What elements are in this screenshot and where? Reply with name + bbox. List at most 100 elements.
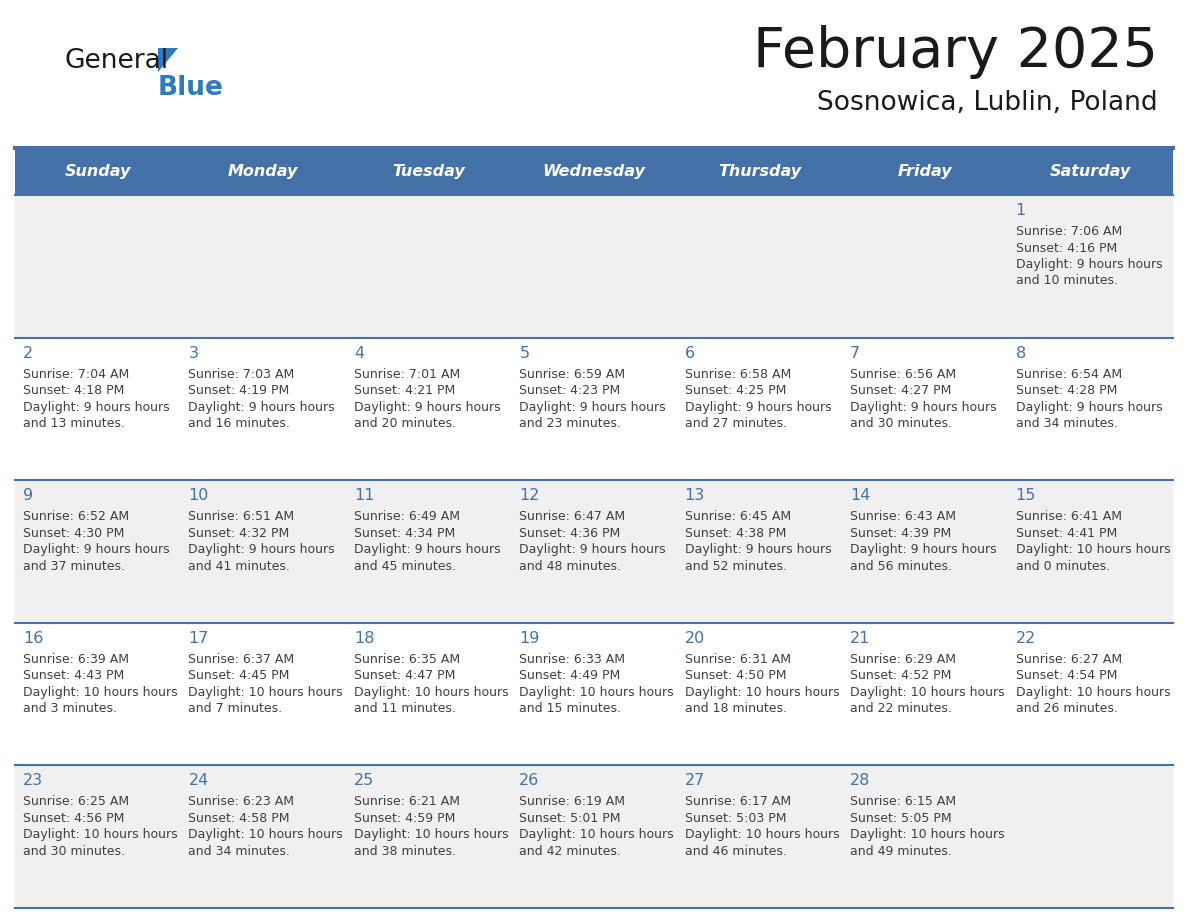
Bar (511, 480, 677, 622)
Bar (842, 622, 1007, 766)
Text: Sunrise: 6:31 AM
Sunset: 4:50 PM
Daylight: 10 hours hours
and 18 minutes.: Sunrise: 6:31 AM Sunset: 4:50 PM Dayligh… (684, 653, 840, 715)
Bar (15, 480, 181, 622)
Text: Sunrise: 6:45 AM
Sunset: 4:38 PM
Daylight: 9 hours hours
and 52 minutes.: Sunrise: 6:45 AM Sunset: 4:38 PM Dayligh… (684, 510, 832, 573)
Bar (346, 480, 511, 622)
Text: February 2025: February 2025 (753, 25, 1158, 79)
Bar (842, 338, 1007, 480)
Text: Sosnowica, Lublin, Poland: Sosnowica, Lublin, Poland (817, 90, 1158, 116)
Text: Blue: Blue (158, 75, 223, 101)
Text: 20: 20 (684, 631, 704, 645)
Bar (1007, 338, 1173, 480)
Bar (511, 338, 677, 480)
Bar (842, 195, 1007, 338)
Bar (346, 766, 511, 908)
Text: Sunrise: 6:33 AM
Sunset: 4:49 PM
Daylight: 10 hours hours
and 15 minutes.: Sunrise: 6:33 AM Sunset: 4:49 PM Dayligh… (519, 653, 674, 715)
Text: 6: 6 (684, 345, 695, 361)
Bar (511, 622, 677, 766)
Bar (181, 338, 346, 480)
Text: Sunrise: 6:56 AM
Sunset: 4:27 PM
Daylight: 9 hours hours
and 30 minutes.: Sunrise: 6:56 AM Sunset: 4:27 PM Dayligh… (851, 367, 997, 431)
Text: Sunrise: 6:19 AM
Sunset: 5:01 PM
Daylight: 10 hours hours
and 42 minutes.: Sunrise: 6:19 AM Sunset: 5:01 PM Dayligh… (519, 795, 674, 858)
Bar (1007, 480, 1173, 622)
Text: Sunrise: 6:15 AM
Sunset: 5:05 PM
Daylight: 10 hours hours
and 49 minutes.: Sunrise: 6:15 AM Sunset: 5:05 PM Dayligh… (851, 795, 1005, 858)
Text: 14: 14 (851, 488, 871, 503)
Polygon shape (158, 48, 178, 72)
Text: Saturday: Saturday (1050, 164, 1131, 179)
Bar (346, 622, 511, 766)
Text: Sunrise: 7:03 AM
Sunset: 4:19 PM
Daylight: 9 hours hours
and 16 minutes.: Sunrise: 7:03 AM Sunset: 4:19 PM Dayligh… (189, 367, 335, 431)
Text: Sunrise: 7:06 AM
Sunset: 4:16 PM
Daylight: 9 hours hours
and 10 minutes.: Sunrise: 7:06 AM Sunset: 4:16 PM Dayligh… (1016, 225, 1162, 287)
Text: 3: 3 (189, 345, 198, 361)
Text: 9: 9 (23, 488, 33, 503)
Text: 27: 27 (684, 773, 704, 789)
Bar (181, 195, 346, 338)
Text: Sunrise: 6:23 AM
Sunset: 4:58 PM
Daylight: 10 hours hours
and 34 minutes.: Sunrise: 6:23 AM Sunset: 4:58 PM Dayligh… (189, 795, 343, 858)
Text: 23: 23 (23, 773, 43, 789)
Text: 7: 7 (851, 345, 860, 361)
Bar (15, 622, 181, 766)
Text: 15: 15 (1016, 488, 1036, 503)
Bar (511, 766, 677, 908)
Bar (15, 766, 181, 908)
Bar (15, 195, 181, 338)
Bar (677, 766, 842, 908)
Text: Thursday: Thursday (718, 164, 801, 179)
Bar (1007, 148, 1173, 195)
Bar (677, 480, 842, 622)
Text: General: General (65, 48, 169, 74)
Text: Sunrise: 6:35 AM
Sunset: 4:47 PM
Daylight: 10 hours hours
and 11 minutes.: Sunrise: 6:35 AM Sunset: 4:47 PM Dayligh… (354, 653, 508, 715)
Text: Sunrise: 6:37 AM
Sunset: 4:45 PM
Daylight: 10 hours hours
and 7 minutes.: Sunrise: 6:37 AM Sunset: 4:45 PM Dayligh… (189, 653, 343, 715)
Bar (1007, 195, 1173, 338)
Text: Sunrise: 6:51 AM
Sunset: 4:32 PM
Daylight: 9 hours hours
and 41 minutes.: Sunrise: 6:51 AM Sunset: 4:32 PM Dayligh… (189, 510, 335, 573)
Text: Sunrise: 6:47 AM
Sunset: 4:36 PM
Daylight: 9 hours hours
and 48 minutes.: Sunrise: 6:47 AM Sunset: 4:36 PM Dayligh… (519, 510, 666, 573)
Text: 21: 21 (851, 631, 871, 645)
Text: Sunrise: 6:52 AM
Sunset: 4:30 PM
Daylight: 9 hours hours
and 37 minutes.: Sunrise: 6:52 AM Sunset: 4:30 PM Dayligh… (23, 510, 170, 573)
Text: Sunrise: 6:58 AM
Sunset: 4:25 PM
Daylight: 9 hours hours
and 27 minutes.: Sunrise: 6:58 AM Sunset: 4:25 PM Dayligh… (684, 367, 832, 431)
Text: Friday: Friday (898, 164, 952, 179)
Text: Tuesday: Tuesday (392, 164, 465, 179)
Text: Sunrise: 6:41 AM
Sunset: 4:41 PM
Daylight: 10 hours hours
and 0 minutes.: Sunrise: 6:41 AM Sunset: 4:41 PM Dayligh… (1016, 510, 1170, 573)
Bar (677, 622, 842, 766)
Text: Sunrise: 6:21 AM
Sunset: 4:59 PM
Daylight: 10 hours hours
and 38 minutes.: Sunrise: 6:21 AM Sunset: 4:59 PM Dayligh… (354, 795, 508, 858)
Text: Sunrise: 7:04 AM
Sunset: 4:18 PM
Daylight: 9 hours hours
and 13 minutes.: Sunrise: 7:04 AM Sunset: 4:18 PM Dayligh… (23, 367, 170, 431)
Bar (1007, 766, 1173, 908)
Text: Monday: Monday (228, 164, 298, 179)
Text: 28: 28 (851, 773, 871, 789)
Bar (181, 148, 346, 195)
Bar (511, 148, 677, 195)
Bar (15, 148, 181, 195)
Bar (842, 480, 1007, 622)
Bar (346, 148, 511, 195)
Text: Sunrise: 6:59 AM
Sunset: 4:23 PM
Daylight: 9 hours hours
and 23 minutes.: Sunrise: 6:59 AM Sunset: 4:23 PM Dayligh… (519, 367, 666, 431)
Bar (181, 480, 346, 622)
Text: Sunrise: 6:29 AM
Sunset: 4:52 PM
Daylight: 10 hours hours
and 22 minutes.: Sunrise: 6:29 AM Sunset: 4:52 PM Dayligh… (851, 653, 1005, 715)
Text: 19: 19 (519, 631, 539, 645)
Text: 5: 5 (519, 345, 530, 361)
Bar (842, 766, 1007, 908)
Bar (346, 338, 511, 480)
Text: Sunrise: 6:54 AM
Sunset: 4:28 PM
Daylight: 9 hours hours
and 34 minutes.: Sunrise: 6:54 AM Sunset: 4:28 PM Dayligh… (1016, 367, 1162, 431)
Bar (181, 766, 346, 908)
Bar (511, 195, 677, 338)
Bar (842, 148, 1007, 195)
Text: 8: 8 (1016, 345, 1025, 361)
Bar (15, 338, 181, 480)
Text: Sunrise: 6:27 AM
Sunset: 4:54 PM
Daylight: 10 hours hours
and 26 minutes.: Sunrise: 6:27 AM Sunset: 4:54 PM Dayligh… (1016, 653, 1170, 715)
Text: 12: 12 (519, 488, 539, 503)
Text: 24: 24 (189, 773, 209, 789)
Text: Sunrise: 7:01 AM
Sunset: 4:21 PM
Daylight: 9 hours hours
and 20 minutes.: Sunrise: 7:01 AM Sunset: 4:21 PM Dayligh… (354, 367, 500, 431)
Text: Wednesday: Wednesday (543, 164, 645, 179)
Text: 11: 11 (354, 488, 374, 503)
Text: Sunrise: 6:43 AM
Sunset: 4:39 PM
Daylight: 9 hours hours
and 56 minutes.: Sunrise: 6:43 AM Sunset: 4:39 PM Dayligh… (851, 510, 997, 573)
Text: Sunrise: 6:49 AM
Sunset: 4:34 PM
Daylight: 9 hours hours
and 45 minutes.: Sunrise: 6:49 AM Sunset: 4:34 PM Dayligh… (354, 510, 500, 573)
Bar (181, 622, 346, 766)
Bar (1007, 622, 1173, 766)
Text: 22: 22 (1016, 631, 1036, 645)
Bar (677, 195, 842, 338)
Text: Sunrise: 6:39 AM
Sunset: 4:43 PM
Daylight: 10 hours hours
and 3 minutes.: Sunrise: 6:39 AM Sunset: 4:43 PM Dayligh… (23, 653, 178, 715)
Text: 17: 17 (189, 631, 209, 645)
Text: 1: 1 (1016, 203, 1025, 218)
Text: 10: 10 (189, 488, 209, 503)
Text: 26: 26 (519, 773, 539, 789)
Text: Sunrise: 6:25 AM
Sunset: 4:56 PM
Daylight: 10 hours hours
and 30 minutes.: Sunrise: 6:25 AM Sunset: 4:56 PM Dayligh… (23, 795, 178, 858)
Bar (346, 195, 511, 338)
